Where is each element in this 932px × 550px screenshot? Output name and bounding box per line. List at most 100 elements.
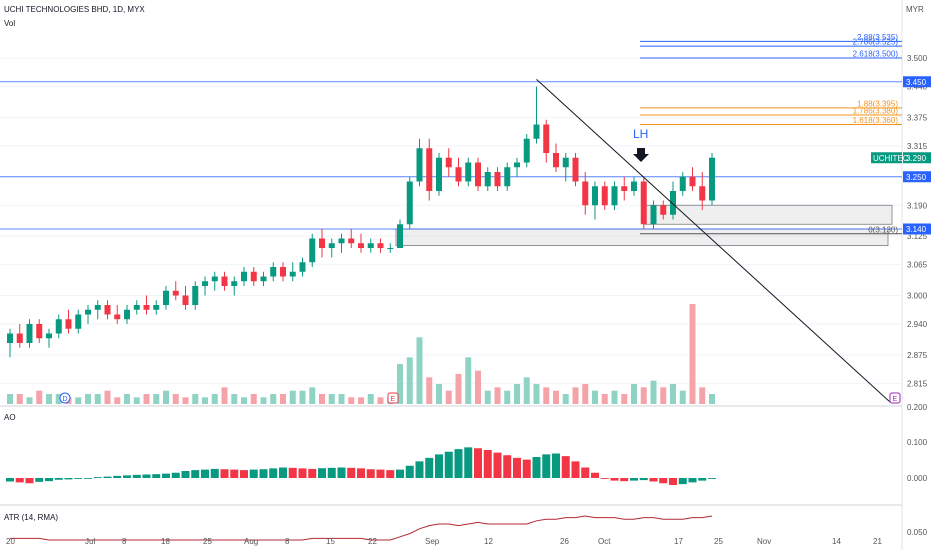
- candle[interactable]: [153, 300, 160, 315]
- candle[interactable]: [338, 233, 345, 253]
- candle[interactable]: [640, 176, 647, 229]
- candle[interactable]: [75, 309, 82, 334]
- candle-body: [309, 238, 316, 263]
- candle[interactable]: [367, 238, 374, 253]
- candle[interactable]: [104, 300, 111, 320]
- candle[interactable]: [621, 176, 628, 201]
- candle[interactable]: [231, 276, 238, 296]
- candle[interactable]: [670, 181, 676, 220]
- symbol-badge-text: UCHITEC: [873, 154, 909, 163]
- candle[interactable]: [494, 167, 501, 191]
- candle[interactable]: [309, 233, 316, 267]
- candle[interactable]: [7, 328, 13, 358]
- candle[interactable]: [455, 157, 462, 187]
- candle[interactable]: [358, 233, 364, 253]
- down-arrow-icon: [633, 148, 649, 162]
- event-marker-d[interactable]: D: [59, 392, 71, 404]
- candle[interactable]: [260, 271, 267, 286]
- ao-bar: [659, 478, 668, 484]
- candle[interactable]: [143, 295, 150, 315]
- candle[interactable]: [709, 153, 715, 206]
- candle[interactable]: [475, 157, 481, 191]
- event-marker-e-2[interactable]: E: [889, 392, 901, 404]
- candle[interactable]: [26, 319, 33, 348]
- support-zone-lower[interactable]: [395, 228, 889, 247]
- candle[interactable]: [553, 143, 559, 173]
- candle[interactable]: [221, 271, 228, 291]
- candle[interactable]: [406, 176, 413, 229]
- volume-bar: [553, 390, 559, 404]
- support-zone-upper[interactable]: [643, 204, 893, 225]
- candle[interactable]: [416, 138, 423, 187]
- candle-body: [163, 290, 169, 305]
- candle[interactable]: [465, 157, 472, 187]
- candle[interactable]: [377, 238, 384, 253]
- candle[interactable]: [211, 271, 218, 291]
- candle[interactable]: [699, 172, 706, 210]
- candle[interactable]: [94, 300, 101, 320]
- candle[interactable]: [202, 276, 208, 296]
- price-badge[interactable]: [903, 171, 931, 183]
- candle[interactable]: [650, 200, 657, 230]
- candle[interactable]: [65, 309, 72, 334]
- candle[interactable]: [348, 229, 355, 248]
- ao-bar: [649, 478, 658, 482]
- candle[interactable]: [523, 134, 530, 168]
- candle[interactable]: [514, 157, 520, 177]
- candle[interactable]: [241, 267, 247, 286]
- candle[interactable]: [679, 172, 686, 196]
- volume-bar: [114, 397, 121, 404]
- candle[interactable]: [182, 286, 189, 310]
- candle[interactable]: [328, 238, 335, 258]
- volume-bar: [358, 397, 364, 404]
- price-badge[interactable]: [903, 223, 931, 235]
- candle[interactable]: [572, 153, 579, 187]
- candle[interactable]: [562, 153, 569, 182]
- candle[interactable]: [46, 328, 52, 348]
- volume-bar: [7, 394, 13, 404]
- candle[interactable]: [299, 257, 306, 277]
- candle[interactable]: [631, 176, 637, 196]
- candle[interactable]: [543, 119, 550, 163]
- candle[interactable]: [611, 181, 618, 211]
- candle[interactable]: [319, 229, 325, 258]
- candle[interactable]: [582, 172, 589, 215]
- volume-bar: [133, 397, 140, 404]
- candle[interactable]: [689, 167, 696, 191]
- candle[interactable]: [172, 281, 179, 301]
- candle[interactable]: [124, 305, 130, 324]
- event-marker-e-1[interactable]: E: [387, 392, 399, 404]
- fib-label-1: 2.786(3.525): [853, 38, 899, 47]
- price-badge[interactable]: [903, 152, 931, 164]
- candle[interactable]: [85, 305, 91, 324]
- candle[interactable]: [660, 200, 667, 220]
- candle[interactable]: [270, 262, 277, 282]
- candle[interactable]: [250, 267, 257, 286]
- candle[interactable]: [163, 286, 169, 310]
- candle[interactable]: [397, 219, 403, 249]
- candle[interactable]: [445, 148, 452, 177]
- trendline-layer[interactable]: [536, 79, 891, 403]
- candle[interactable]: [16, 324, 23, 348]
- candle[interactable]: [133, 300, 140, 315]
- candle[interactable]: [533, 86, 540, 144]
- candle[interactable]: [289, 262, 296, 282]
- candle[interactable]: [484, 167, 491, 191]
- candle[interactable]: [280, 262, 286, 282]
- price-badge[interactable]: [903, 76, 931, 88]
- candle[interactable]: [436, 153, 442, 196]
- candle[interactable]: [426, 138, 433, 201]
- descending-trendline[interactable]: [536, 79, 891, 403]
- candle[interactable]: [387, 243, 394, 253]
- candle[interactable]: [55, 314, 62, 339]
- candle[interactable]: [36, 319, 43, 343]
- candle[interactable]: [504, 162, 511, 192]
- candle[interactable]: [592, 181, 598, 220]
- symbol-badge: [871, 152, 902, 164]
- fib-label-4: 1.786(3.380): [853, 107, 899, 116]
- candle[interactable]: [601, 181, 608, 211]
- candle[interactable]: [114, 305, 121, 324]
- candle[interactable]: [192, 281, 199, 310]
- ao-bar: [620, 478, 629, 482]
